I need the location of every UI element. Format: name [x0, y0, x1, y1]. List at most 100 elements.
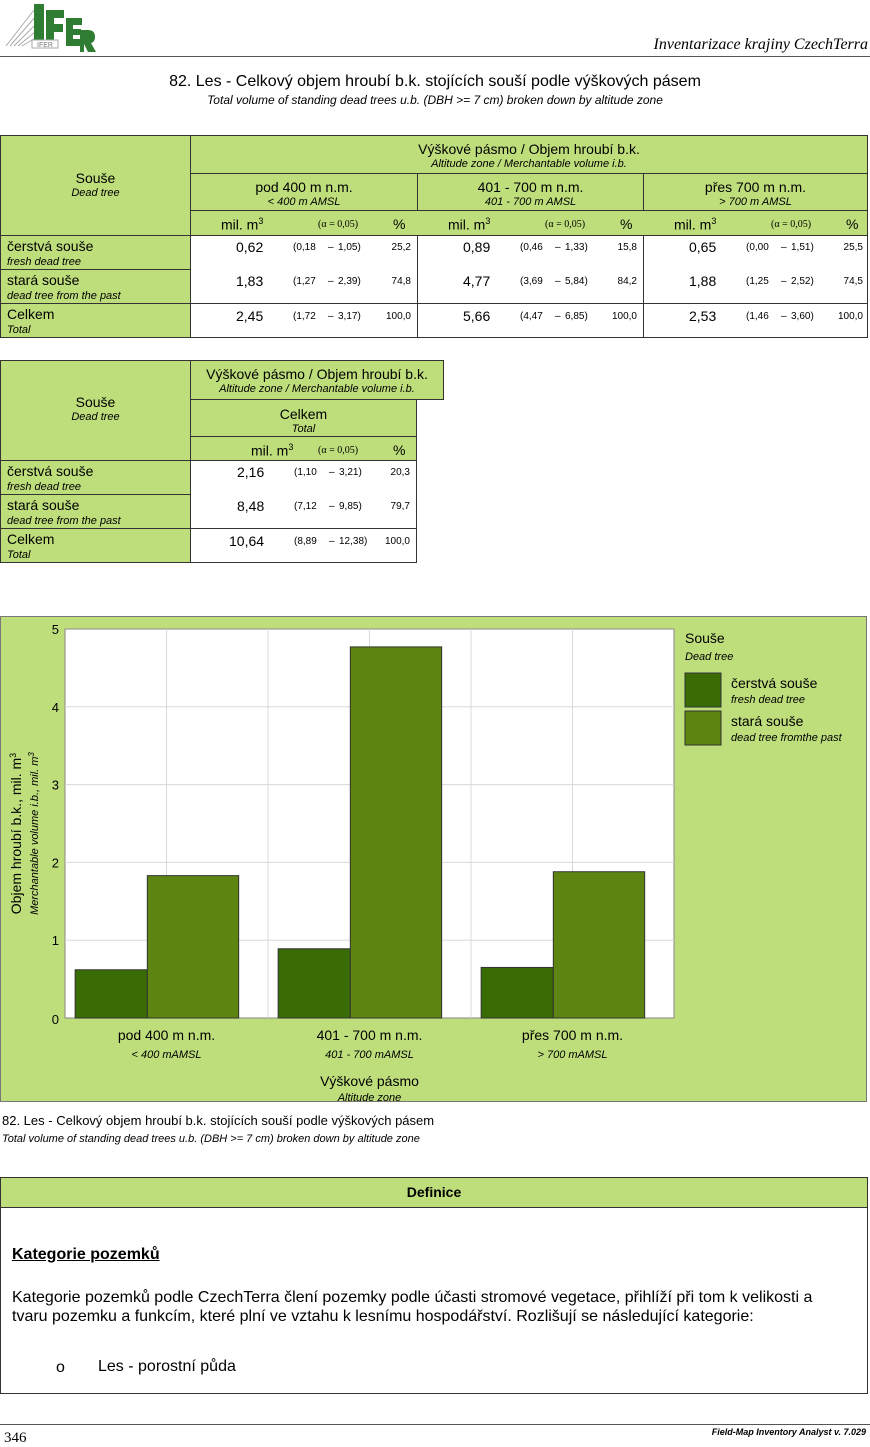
row-label-cell: stará souše dead tree from the past [0, 269, 191, 304]
value-cell: 4,77 (3,69 –5,84) 84,2 [417, 269, 644, 304]
bar [74, 969, 148, 1019]
row-label-cell: čerstvá souše fresh dead tree [0, 235, 191, 270]
ci-dash: – [328, 276, 334, 287]
logo-text: IFER [37, 42, 53, 49]
x-tick-label-en: < 400 mAMSL [131, 1049, 201, 1061]
row-label-en: dead tree from the past [7, 515, 121, 527]
y-tick-label: 3 [52, 778, 59, 793]
definition-paragraph: Kategorie pozemků podle CzechTerra člení… [12, 1289, 813, 1325]
ci-dash: – [328, 242, 334, 253]
ci-high: 5,84) [565, 276, 588, 287]
ci-low: (8,89 [294, 536, 317, 547]
value: 2,53 [689, 308, 717, 324]
y-axis-label: Objem hroubí b.k., mil. m3 [8, 753, 24, 914]
table-by-zone: Souše Dead tree Výškové pásmo / Objem hr… [0, 135, 868, 338]
zone-header: přes 700 m n.m. > 700 m AMSL [643, 173, 868, 211]
value-cell: 0,89 (0,46 –1,33) 15,8 [417, 235, 644, 270]
ci-low: (1,10 [294, 467, 317, 478]
chart-panel: 0 1 2 3 4 5 pod 400 m n.m. < 400 mAMSL 401 - 700… [0, 616, 867, 1102]
chart-caption: 82. Les - Celkový objem hroubí b.k. stoj… [2, 1113, 435, 1128]
x-tick-label-en: > 700 mAMSL [537, 1049, 607, 1061]
value: 0,89 [463, 239, 491, 255]
row-label-cell: Celkem Total [0, 528, 191, 563]
value-cell: 0,62 (0,18 –1,05) 25,2 [190, 235, 418, 270]
value-cell: 2,45 (1,72 –3,17) 100,0 [190, 303, 418, 338]
bullet-item: Les - porostní půda [98, 1358, 236, 1375]
zone-header: 401 - 700 m n.m. 401 - 700 m AMSL [417, 173, 644, 211]
bar [552, 871, 646, 1019]
footer-rule [0, 1424, 870, 1425]
y-tick-label: 1 [52, 933, 59, 948]
row-label: stará souše [7, 497, 80, 513]
row-label: čerstvá souše [7, 463, 94, 479]
legend-entry: stará souše [731, 713, 804, 729]
report-title: 82. Les - Celkový objem hroubí b.k. stoj… [169, 73, 701, 90]
ci-dash: – [329, 536, 335, 547]
ci-dash: – [555, 276, 561, 287]
group-header-en: Altitude zone / Merchantable volume i.b. [431, 158, 627, 170]
ci-dash: – [781, 242, 787, 253]
percent: 84,2 [617, 276, 637, 287]
value-cell: 1,88 (1,25 –2,52) 74,5 [643, 269, 868, 304]
row-header-cell: Souše Dead tree [0, 360, 191, 461]
x-tick-label: 401 - 700 m n.m. [317, 1027, 423, 1043]
bar [480, 966, 554, 1019]
ci-dash: – [555, 311, 561, 322]
value: 5,66 [463, 308, 491, 324]
value-cell: 10,64 (8,89 –12,38) 100,0 [190, 528, 417, 563]
ci-dash: – [781, 276, 787, 287]
ci-high: 3,60) [791, 311, 814, 322]
row-label: Celkem [7, 306, 55, 322]
row-label-en: dead tree from the past [7, 290, 121, 302]
ci-high: 1,33) [565, 242, 588, 253]
ci-high: 6,85) [565, 311, 588, 322]
ci-low: (3,69 [520, 276, 543, 287]
row-header-en: Dead tree [71, 187, 120, 199]
x-axis-label: Výškové pásmo [320, 1073, 419, 1089]
ci-high: 3,17) [338, 311, 361, 322]
header-rule [0, 56, 870, 57]
value: 1,83 [236, 273, 264, 289]
row-label-cell: stará souše dead tree from the past [0, 494, 191, 529]
value-cell: 5,66 (4,47 –6,85) 100,0 [417, 303, 644, 338]
value: 2,16 [237, 464, 265, 480]
alpha-label: (α = 0,05) [318, 219, 359, 230]
zone-header: pod 400 m n.m. < 400 m AMSL [190, 173, 418, 211]
percent: 79,7 [390, 501, 410, 512]
ci-low: (4,47 [520, 311, 543, 322]
row-label-en: Total [7, 549, 31, 561]
value: 1,88 [689, 273, 717, 289]
legend-title-en: Dead tree [685, 651, 733, 663]
value: 8,48 [237, 498, 265, 514]
report-subtitle: Total volume of standing dead trees u.b.… [207, 93, 663, 107]
bar [146, 875, 240, 1019]
y-tick-label: 2 [52, 855, 59, 870]
chart-caption-en: Total volume of standing dead trees u.b.… [2, 1133, 420, 1145]
percent: 20,3 [390, 467, 410, 478]
ci-low: (0,00 [746, 242, 769, 253]
row-label: stará souše [7, 272, 80, 288]
percent: 100,0 [611, 311, 637, 322]
ci-high: 12,38) [339, 536, 368, 547]
legend-swatch [684, 672, 722, 708]
pct-label: % [393, 216, 406, 232]
y-tick-label: 4 [52, 700, 59, 715]
bar-chart: 0 1 2 3 4 5 pod 400 m n.m. < 400 mAMSL 401 - 700… [8, 622, 843, 1101]
percent: 100,0 [384, 536, 410, 547]
bullet-marker: o [56, 1359, 65, 1376]
ifer-logo: IFER [4, 2, 96, 54]
y-tick-label: 5 [52, 622, 59, 637]
percent: 100,0 [837, 311, 863, 322]
total-header: Celkem Total [190, 399, 417, 437]
ci-high: 2,39) [338, 276, 361, 287]
ci-dash: – [329, 501, 335, 512]
ci-dash: – [329, 467, 335, 478]
ci-low: (7,12 [294, 501, 317, 512]
x-tick-label: pod 400 m n.m. [118, 1027, 215, 1043]
legend-entry-en: fresh dead tree [731, 694, 805, 706]
header-title: Inventarizace krajiny CzechTerra [653, 36, 868, 53]
bar [349, 646, 443, 1019]
definition-box: Definice Kategorie pozemků Kategorie poz… [0, 1177, 868, 1394]
ci-high: 9,85) [339, 501, 362, 512]
ci-low: (1,46 [746, 311, 769, 322]
